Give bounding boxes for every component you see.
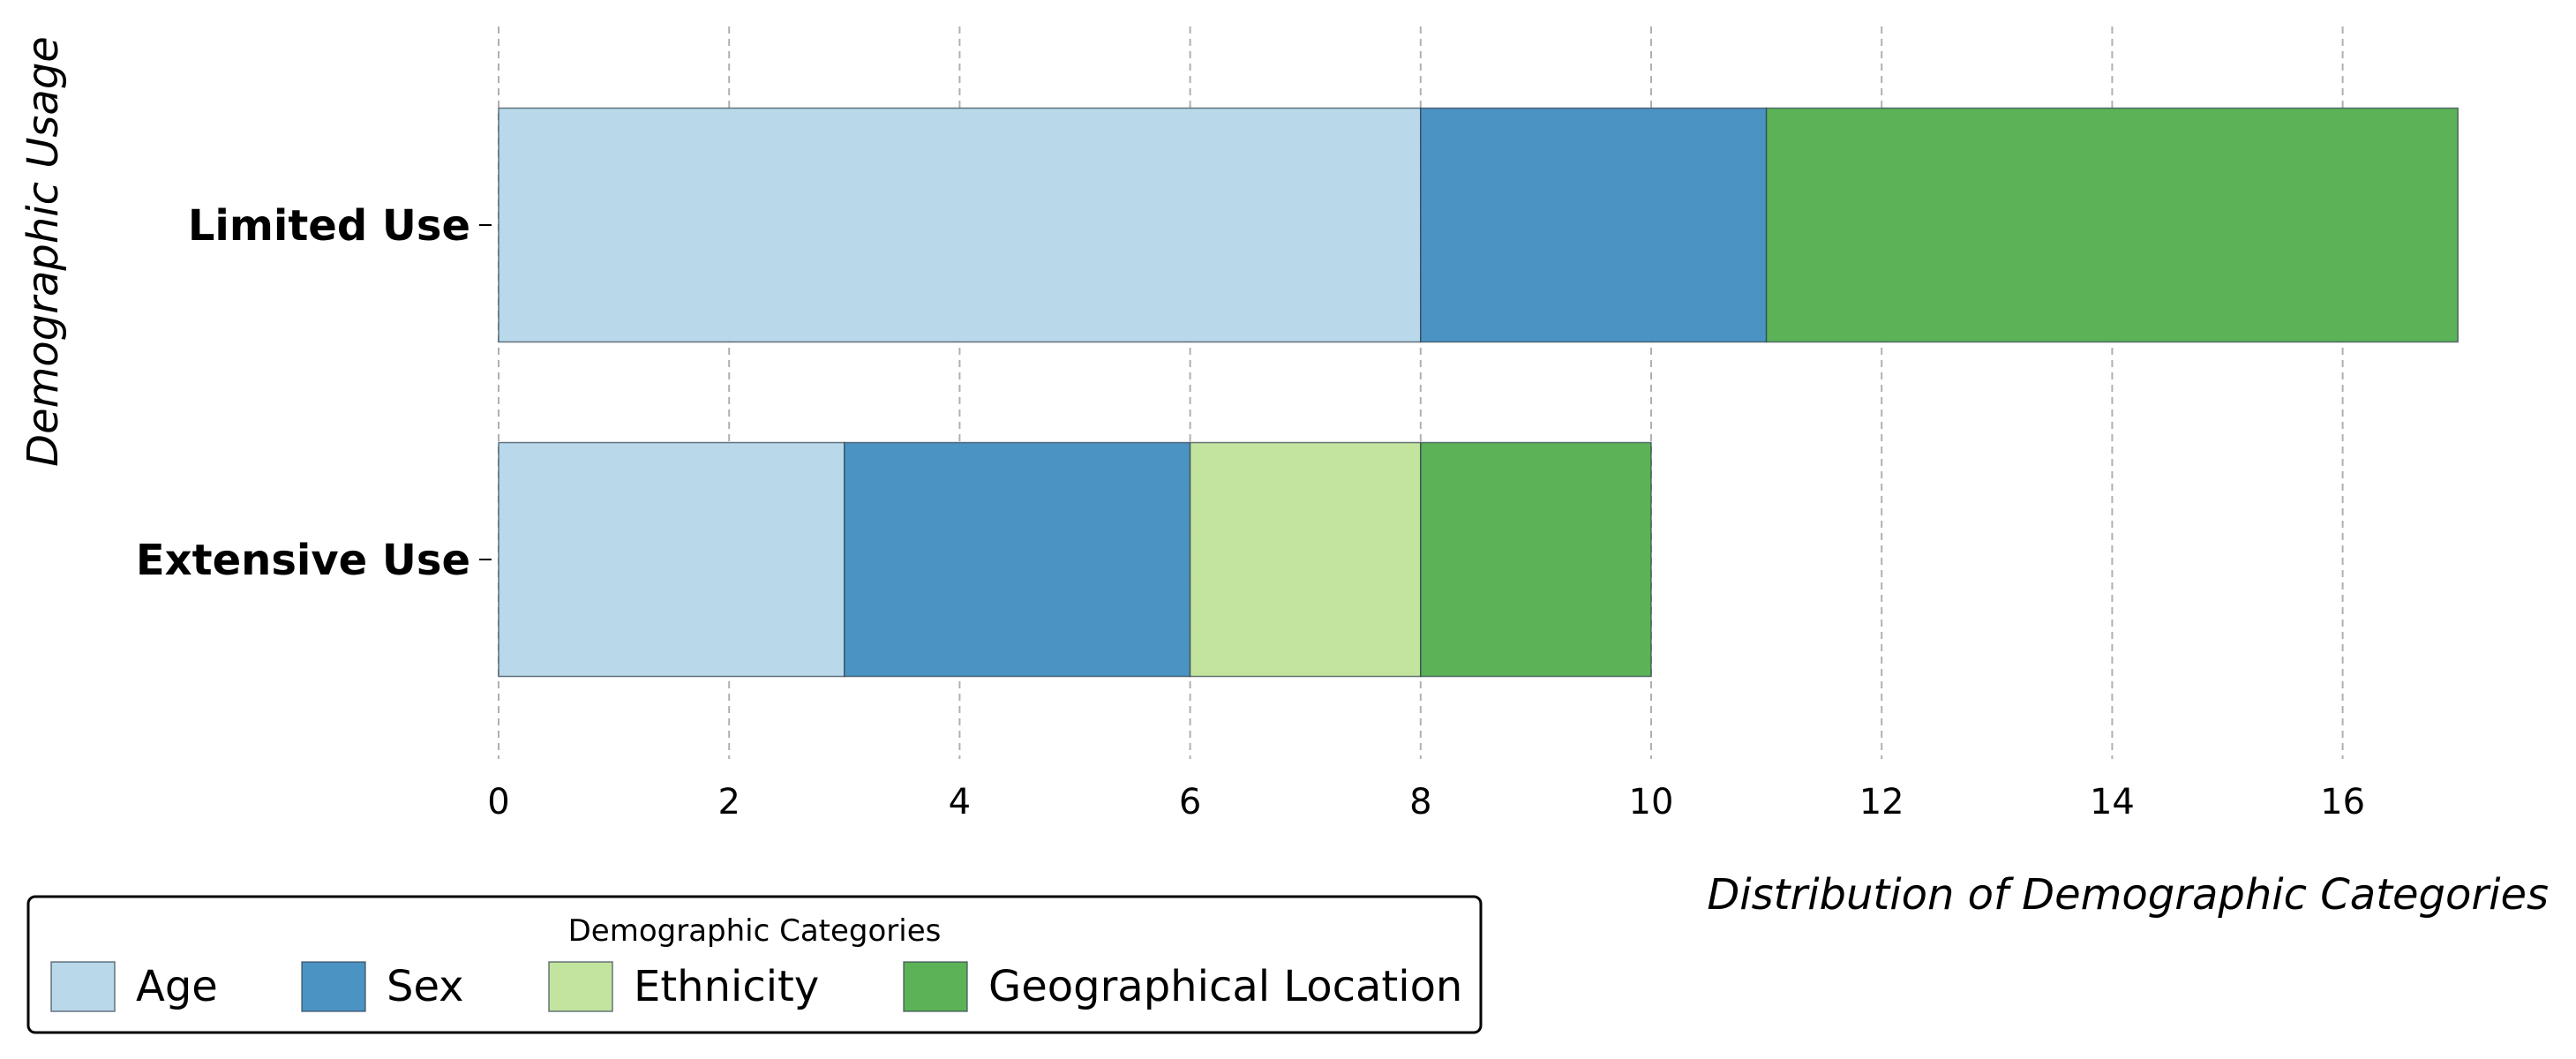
x-tick-label-10: 10 — [1629, 782, 1674, 822]
legend-items: Age Sex Ethnicity Geographical Location — [50, 961, 1462, 1012]
legend-label-age: Age — [136, 962, 218, 1011]
bar-segment-sex-1 — [844, 441, 1191, 678]
y-category-label-0: Limited Use — [188, 201, 470, 251]
bar-segments — [498, 107, 2459, 678]
y-category-label-1: Extensive Use — [136, 536, 470, 585]
x-tick-label-0: 0 — [487, 782, 509, 822]
legend-label-sex: Sex — [387, 962, 464, 1011]
x-tick-label-4: 4 — [949, 782, 971, 822]
bar-segment-geographical-location-1 — [1420, 441, 1652, 678]
legend-swatch-geographical-location — [903, 961, 968, 1012]
x-tick-label-8: 8 — [1409, 782, 1431, 822]
bar-segment-age-0 — [498, 107, 1422, 343]
legend-title: Demographic Categories — [568, 913, 942, 949]
x-tick-label-16: 16 — [2320, 782, 2365, 822]
y-axis-title: Demographic Usage — [19, 36, 68, 467]
x-tick-label-2: 2 — [717, 782, 740, 822]
legend-swatch-sex — [301, 961, 366, 1012]
y-axis-categories: Limited Use Extensive Use — [136, 201, 492, 585]
legend: Demographic Categories Age Sex Ethnicity Ge… — [26, 895, 1483, 1034]
legend-swatch-ethnicity — [548, 961, 613, 1012]
bar-segment-age-1 — [498, 441, 845, 678]
x-tick-label-12: 12 — [1859, 782, 1904, 822]
legend-frame — [26, 895, 1483, 1034]
x-axis-title: Distribution of Demographic Categories — [1707, 870, 2549, 920]
legend-label-geographical-location: Geographical Location — [988, 962, 1462, 1011]
bar-segment-ethnicity-1 — [1189, 441, 1422, 678]
bar-segment-sex-0 — [1420, 107, 1768, 343]
x-tick-label-14: 14 — [2090, 782, 2135, 822]
x-axis-ticks: 0 2 4 6 8 10 12 14 16 — [487, 782, 2365, 822]
bar-segment-geographical-location-0 — [1765, 107, 2459, 343]
legend-swatch-age — [50, 961, 116, 1012]
x-tick-label-6: 6 — [1179, 782, 1201, 822]
legend-label-ethnicity: Ethnicity — [634, 962, 819, 1011]
